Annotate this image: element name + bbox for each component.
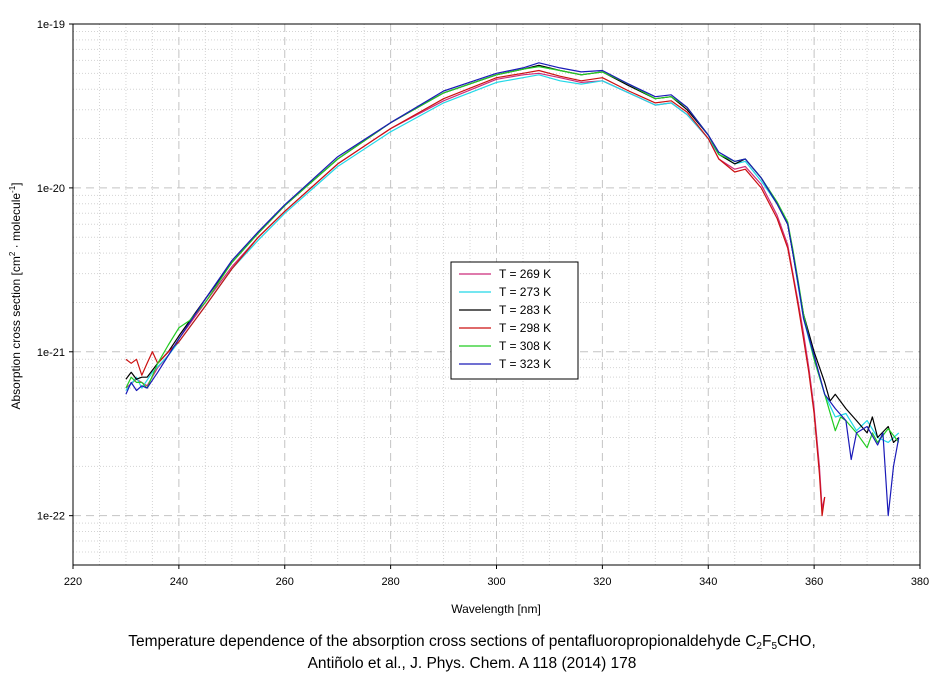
legend-box: [450, 261, 579, 380]
legend: T = 269 K T = 273 K T = 283 K T = 298 K T = …: [450, 261, 579, 380]
y-tick-label: 1e-19: [37, 19, 65, 31]
series-line-4: [125, 69, 826, 517]
x-axis-label: Wavelength [nm]: [451, 602, 541, 616]
series-line-6: [125, 62, 900, 517]
y-axis-label: Absorption cross section [cm2 · molecule…: [8, 182, 23, 409]
x-tick-label: 380: [911, 576, 929, 588]
y-tick-label: 1e-20: [37, 183, 65, 195]
caption-line-1: Temperature dependence of the absorption…: [128, 633, 816, 652]
x-tick-label: 220: [64, 576, 82, 588]
x-tick-label: 320: [593, 576, 611, 588]
legend-label-6: T = 323 K: [499, 357, 551, 371]
legend-label-4: T = 298 K: [499, 321, 551, 335]
caption-line-2: Antiñolo et al., J. Phys. Chem. A 118 (2…: [307, 655, 637, 672]
legend-label-1: T = 269 K: [499, 267, 551, 281]
legend-label-3: T = 283 K: [499, 303, 551, 317]
chart: 220 240 260 280 300 320 340 360 380 1e-19 1e-20 1e-…: [8, 19, 929, 616]
x-tick-label: 260: [276, 576, 294, 588]
y-tick-label: 1e-22: [37, 511, 65, 523]
x-tick-label: 340: [699, 576, 717, 588]
series-group: [125, 62, 900, 517]
y-tick-label: 1e-21: [37, 347, 65, 359]
x-tick-label: 240: [170, 576, 188, 588]
x-tick-label: 360: [805, 576, 823, 588]
x-tick-label: 300: [487, 576, 505, 588]
legend-label-5: T = 308 K: [499, 339, 551, 353]
series-line-5: [125, 65, 900, 449]
x-tick-label: 280: [381, 576, 399, 588]
axis-ticks: 220 240 260 280 300 320 340 360 380 1e-19 1e-20 1e-…: [37, 19, 929, 588]
legend-label-2: T = 273 K: [499, 285, 551, 299]
